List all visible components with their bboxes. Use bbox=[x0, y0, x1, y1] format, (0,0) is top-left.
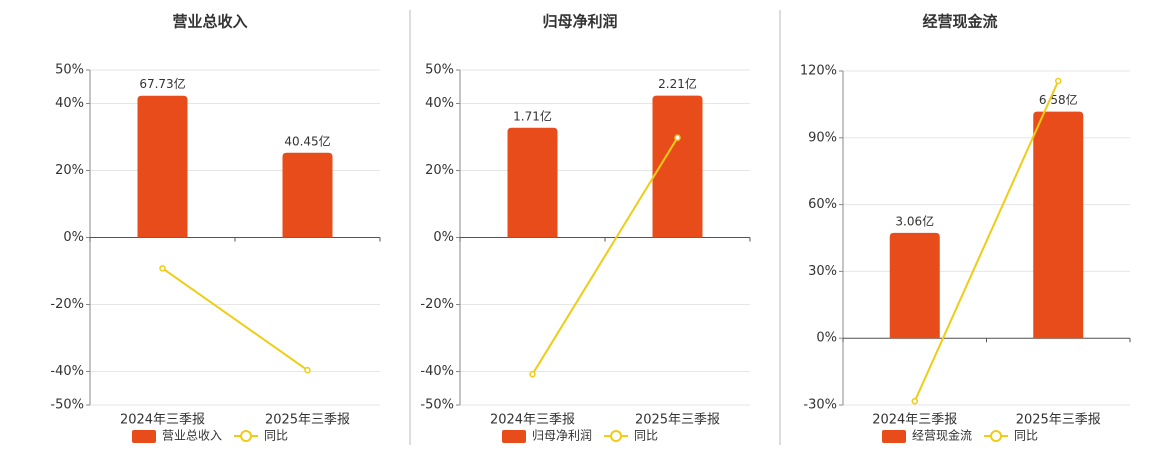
legend-swatch bbox=[610, 430, 623, 442]
legend-label: 同比 bbox=[1014, 429, 1038, 443]
data-label: 67.73亿 bbox=[139, 76, 185, 91]
x-tick-label: 2025年三季报 bbox=[265, 413, 350, 428]
line-point bbox=[1055, 77, 1062, 85]
line-point bbox=[159, 265, 166, 272]
y-tick-label: 0% bbox=[63, 230, 84, 245]
bar bbox=[282, 152, 333, 238]
x-tick-label: 2024年三季报 bbox=[872, 413, 957, 428]
y-tick-label: 50% bbox=[425, 63, 454, 78]
y-tick-label: 0% bbox=[816, 331, 837, 346]
chart-title: 营业总收入 bbox=[172, 13, 247, 31]
y-tick-label: 60% bbox=[808, 197, 837, 212]
y-tick-label: 0% bbox=[433, 230, 454, 245]
x-tick-label: 2024年三季报 bbox=[120, 413, 205, 428]
data-label: 3.06亿 bbox=[895, 213, 934, 228]
x-tick-label: 2025年三季报 bbox=[1016, 413, 1101, 428]
line-point bbox=[304, 366, 311, 374]
legend-swatch bbox=[132, 430, 156, 443]
legend-swatch bbox=[502, 430, 526, 443]
legend-label: 经营现金流 bbox=[912, 428, 972, 443]
y-tick-label: -50% bbox=[50, 398, 84, 413]
y-tick-label: 30% bbox=[808, 264, 837, 279]
data-label: 40.45亿 bbox=[284, 133, 330, 148]
line-point bbox=[911, 397, 918, 405]
chart-title: 经营现金流 bbox=[922, 13, 997, 31]
x-tick-label: 2024年三季报 bbox=[490, 413, 575, 428]
data-label: 6.58亿 bbox=[1039, 92, 1078, 107]
y-tick-label: -20% bbox=[50, 297, 84, 312]
chart-title: 归母净利润 bbox=[542, 13, 617, 31]
legend-swatch bbox=[240, 430, 253, 442]
line bbox=[913, 80, 1060, 402]
bar bbox=[1033, 111, 1084, 339]
legend-label: 归母净利润 bbox=[532, 429, 592, 443]
legend-label: 同比 bbox=[634, 429, 658, 443]
y-tick-label: 20% bbox=[425, 163, 454, 178]
legend-label: 营业总收入 bbox=[162, 429, 222, 443]
data-label: 1.71亿 bbox=[513, 108, 552, 123]
legend-swatch bbox=[990, 430, 1003, 442]
y-tick-label: -40% bbox=[420, 364, 454, 379]
y-tick-label: -30% bbox=[803, 398, 837, 413]
data-label: 2.21亿 bbox=[658, 76, 697, 91]
bar bbox=[137, 95, 188, 238]
bar bbox=[652, 95, 703, 238]
legend-swatch bbox=[882, 430, 906, 443]
line bbox=[531, 137, 679, 375]
line-point bbox=[529, 370, 536, 378]
y-tick-label: -40% bbox=[50, 364, 84, 379]
y-tick-label: 90% bbox=[808, 130, 837, 145]
y-tick-label: 120% bbox=[800, 64, 837, 79]
line-point bbox=[674, 134, 681, 141]
y-tick-label: -20% bbox=[420, 297, 454, 312]
bar bbox=[507, 127, 558, 238]
y-tick-label: 40% bbox=[425, 96, 454, 111]
y-tick-label: 40% bbox=[55, 96, 84, 111]
line bbox=[161, 267, 309, 371]
bar bbox=[889, 232, 940, 339]
y-tick-label: -50% bbox=[420, 398, 454, 413]
x-tick-label: 2025年三季报 bbox=[635, 413, 720, 428]
y-tick-label: 20% bbox=[55, 163, 84, 178]
y-tick-label: 50% bbox=[55, 63, 84, 78]
legend-label: 同比 bbox=[264, 429, 288, 443]
